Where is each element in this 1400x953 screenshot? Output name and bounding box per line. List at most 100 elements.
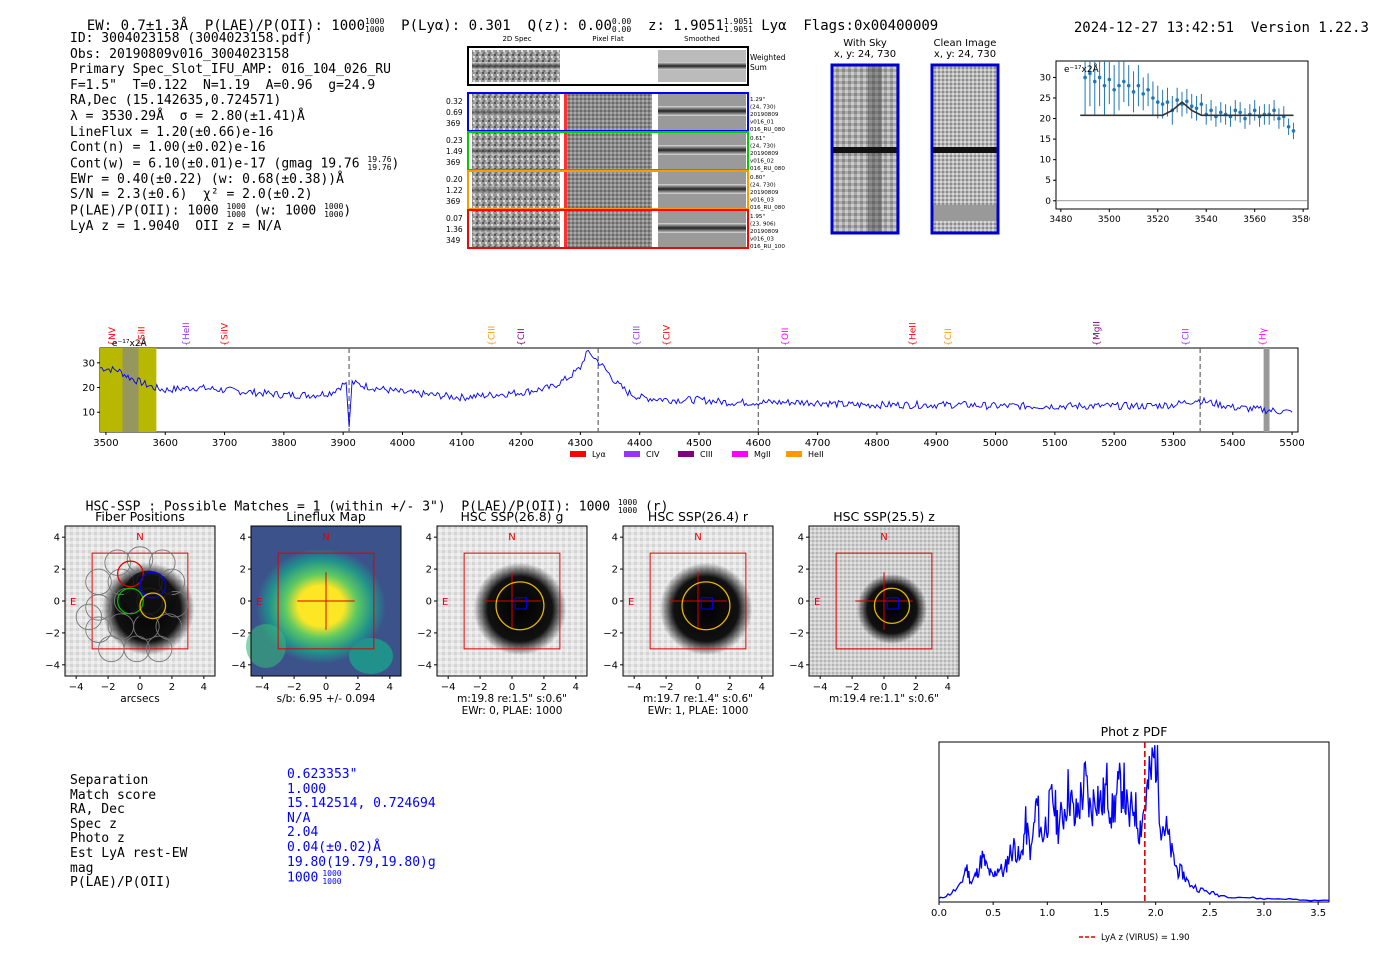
weighted-label-1: Weighted	[750, 53, 786, 62]
zoom-fit-plot: 0 5 10 15 20 25 30 3480 3500 3520 3540 3560 3580 e⁻¹…	[1040, 60, 1310, 225]
info-lambda: λ = 3530.29Å σ = 2.80(±1.41)Å	[70, 108, 305, 124]
hsc-xtick-label: 2	[913, 682, 919, 693]
fiber-left-stat: 0.69	[446, 108, 463, 117]
hsc-xtick-label: −2	[473, 682, 488, 693]
lineflux-blob2	[349, 638, 393, 674]
hsc-xtick-label: −2	[845, 682, 860, 693]
zoom-axes-frame	[1055, 60, 1309, 210]
hsc-xtick-label: 4	[387, 682, 393, 693]
zoom-xtick-label: 3500	[1098, 215, 1121, 225]
info-lyaz: LyA z = 1.9040 OII z = N/A	[70, 219, 282, 235]
col-header-pixelflat: Pixel Flat	[592, 35, 624, 43]
zoom-xtick-label: 3520	[1146, 215, 1169, 225]
fiber-left-stat: 369	[446, 158, 461, 167]
spectrum-line-label: CII	[1181, 328, 1191, 340]
with-sky-header: With Sky x, y: 24, 730	[820, 38, 910, 60]
spectrum-xtick-label: 4400	[627, 438, 652, 449]
fiber-source	[124, 570, 172, 619]
zoom-point	[1107, 77, 1112, 82]
lineflux-blob	[256, 548, 386, 664]
fiber-flat-edge	[564, 211, 567, 247]
spectrum-xtick-label: 5100	[1042, 438, 1067, 449]
info-fparams: F=1.5" T=0.122 N=1.19 A=0.96 g=24.9	[70, 77, 376, 93]
fiber-smoothed-trace	[658, 145, 746, 155]
fiber-smoothed-trace	[658, 184, 746, 194]
spectrum-line-label: SiII	[138, 326, 148, 340]
spectrum-ytick-label: 10	[82, 408, 95, 419]
fiber-right-meta: v016_03	[750, 237, 774, 243]
fiber-left-stat: 1.49	[446, 147, 463, 156]
header-version: Version 1.22.3	[1250, 20, 1369, 36]
hsc-ytick-label: 2	[612, 565, 618, 576]
fiber-right-meta: 016_RU_080	[750, 205, 785, 211]
col-header-smoothed: Smoothed	[684, 35, 720, 43]
spectrum-xtick-label: 4600	[746, 438, 771, 449]
fiber-left-stat: 369	[446, 197, 461, 206]
fiber-divider	[654, 133, 657, 169]
zoom-xtick-label: 3480	[1049, 215, 1072, 225]
spectrum-legend-item: MgII	[732, 450, 771, 459]
match-value: N/A	[287, 810, 311, 826]
fiber-flat-edge	[564, 94, 567, 130]
hsc-ytick-label: 0	[54, 597, 60, 608]
fiber-divider	[654, 172, 657, 208]
hsc-xtick-label: −4	[441, 682, 456, 693]
zoom-ytick-label: 15	[1040, 135, 1051, 145]
spectrum-xtick-label: 4800	[864, 438, 889, 449]
fiber-right-meta: v016_02	[750, 159, 774, 165]
fiber-right-meta: 0.80"	[750, 175, 765, 181]
fiber-right-meta: 20190809	[750, 190, 779, 196]
spectrum-legend-item: Lyα	[570, 450, 606, 459]
spectrum-legend-label: CIV	[646, 450, 660, 459]
hsc-aperture	[873, 587, 911, 624]
fiber-left-stat: 1.36	[446, 225, 463, 234]
hsc-xtick-label: 0	[509, 682, 515, 693]
with-sky-xy: x, y: 24, 730	[833, 49, 897, 60]
zoom-ytick-label: 10	[1040, 156, 1052, 166]
fiber-circle	[149, 549, 176, 576]
full-spectrum: 10 20 30 3500 3600 3700 3800 3900 4000 4100 4200 43…	[82, 321, 1305, 459]
hsc-xtick-label: −4	[255, 682, 270, 693]
fiber-right-meta: 0.61"	[750, 136, 765, 142]
spectrum-xtick-label: 4900	[924, 438, 949, 449]
hsc-ytick-label: 0	[240, 597, 246, 608]
spectrum-xtick-label: 3800	[271, 438, 296, 449]
fiber-left-stat: 1.22	[446, 186, 463, 195]
spectrum-line-bracket: {	[221, 340, 231, 346]
pdf-xtick-label: 2.0	[1148, 908, 1164, 919]
fiber-row: 0.32 0.69 369 1.29" (24, 730)20190809 v016_01…	[446, 92, 785, 133]
fiber-2dspec-trace	[472, 225, 560, 233]
fiber-right-meta: (23, 906)	[750, 222, 776, 228]
spectrum-xtick-label: 3600	[153, 438, 178, 449]
match-label: Spec z	[70, 816, 117, 832]
pdf-xtick-label: 1.0	[1039, 908, 1055, 919]
hsc-ytick-label: 4	[612, 533, 618, 544]
hsc-ytick-label: −2	[231, 628, 246, 639]
hsc-xtick-label: 4	[759, 682, 765, 693]
zoom-point	[1097, 75, 1102, 80]
spectrum-line-label: HeII	[909, 322, 919, 340]
zoom-point	[1092, 79, 1097, 84]
zoom-ytick-label: 30	[1040, 73, 1052, 83]
spectrum-legend-label: CIII	[700, 450, 713, 459]
with-sky-title: With Sky	[843, 38, 887, 49]
hsc-ytick-label: 4	[240, 533, 246, 544]
info-contw: Cont(w) = 6.10(±0.01)e-17 (gmag 19.76 19…	[70, 154, 400, 172]
spectrum-legend-item: CIV	[624, 450, 660, 459]
hsc-xtick-label: −2	[101, 682, 116, 693]
zoom-point	[1122, 79, 1126, 84]
fiber-circle	[155, 613, 182, 640]
fiber-left-stat: 0.20	[446, 175, 463, 184]
spectrum-line-label: SiIV	[221, 322, 231, 340]
spectrum-xtick-label: 4500	[686, 438, 711, 449]
zoom-point	[1155, 100, 1160, 104]
spectrum-xtick-label: 3500	[93, 438, 118, 449]
spectrum-line-bracket: {	[781, 340, 791, 346]
spectrum-xtick-label: 5000	[983, 438, 1008, 449]
match-value: 1.000	[287, 781, 327, 797]
fiber-smoothed-trace	[658, 223, 746, 233]
fiber-row: 0.20 1.22 369 0.80" (24, 730)20190809 v016_03…	[446, 170, 785, 211]
hsc-search-box	[835, 552, 933, 650]
